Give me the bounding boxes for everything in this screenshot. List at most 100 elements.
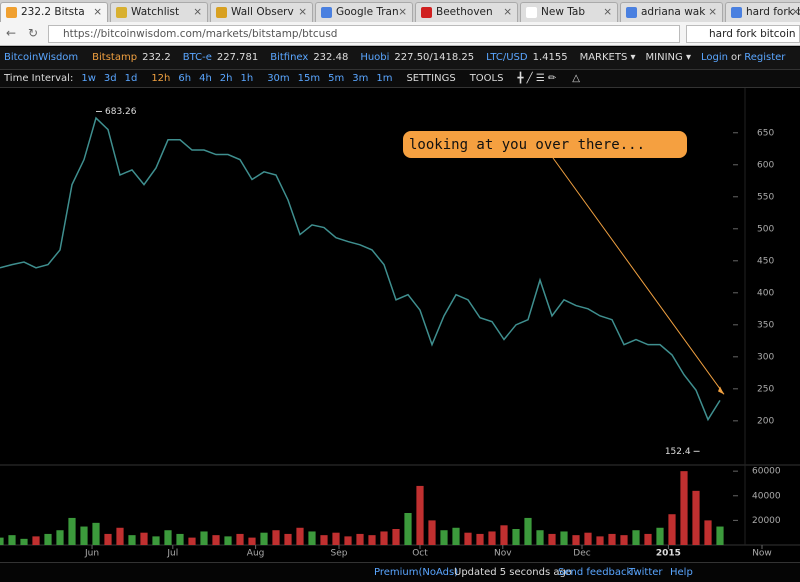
tab-close[interactable]: × [298,6,307,18]
separator-text: or [730,52,742,63]
volume-bar [656,527,664,545]
ticker-value: 232.2 [142,52,171,63]
footer-link[interactable]: Premium(NoAds) [374,567,459,578]
volume-bar [248,537,256,545]
interval-button[interactable]: 3m [352,73,369,84]
interval-button[interactable]: 15m [297,73,321,84]
volume-bar [20,538,28,545]
volume-bar [524,517,532,545]
tab-close[interactable]: × [708,6,717,18]
login-link[interactable]: Login [700,52,728,63]
browser-tab[interactable]: Wall Observ × [210,2,313,22]
browser-tab[interactable]: adriana wak × [620,2,723,22]
footer: Premium(NoAds) Updated 5 seconds ago Send … [0,562,800,582]
volume-bar [128,535,136,545]
tab-close[interactable]: × [93,6,102,18]
x-tick-label: Sep [331,549,348,559]
callout-text: looking at you over there... [409,137,645,153]
volume-bar [224,536,232,545]
interval-button[interactable]: 3d [103,73,117,84]
tab-close[interactable]: × [398,6,407,18]
tab-close[interactable]: × [193,6,202,18]
interval-button[interactable]: 1d [124,73,138,84]
volume-bar [572,535,580,545]
ticker-name[interactable]: Bitfinex [270,52,309,63]
y-tick-label: 20000 [752,516,781,526]
volume-bar [188,537,196,545]
interval-button[interactable]: 6h [178,73,192,84]
tools-menu[interactable]: TOOLS [469,73,504,84]
tab-icon [731,7,742,18]
interval-button[interactable]: 1w [81,73,96,84]
brand[interactable]: BitcoinWisdom [4,52,79,63]
volume-bar [164,530,172,545]
back-button[interactable]: ← [6,26,17,40]
tab-title: New Tab [541,6,586,18]
url-field[interactable]: https://bitcoinwisdom.com/markets/bitsta… [48,25,680,43]
tab-close[interactable]: × [503,6,512,18]
callout-box [403,131,687,158]
ticker-name[interactable]: LTC/USD [486,52,528,63]
x-tick-label: Jun [84,549,99,559]
callout-arrowhead [718,386,724,395]
interval-button[interactable]: 4h [199,73,212,84]
chart-toolbar: Time Interval: 1w 3d 1d 12h 6h 4h 2h 1h 30m 15m 5m 3… [0,70,800,88]
tab-bar: 232.2 Bitsta × Watchlist × Wall Observ × Googl… [0,0,800,22]
volume-bar [452,527,460,545]
browser-tab[interactable]: Beethoven × [415,2,518,22]
menu[interactable]: MINING [645,52,683,63]
footer-link[interactable]: Send feedback [558,567,633,578]
volume-bar [296,527,304,545]
settings-menu[interactable]: SETTINGS [406,73,456,84]
browser-tab[interactable]: 232.2 Bitsta × [0,2,108,22]
footer-link: Updated 5 seconds ago [454,567,572,578]
interval-button[interactable]: 2h [219,73,233,84]
volume-bar [44,533,52,545]
volume-bar [668,514,676,545]
browser-tab[interactable]: New Tab × [520,2,618,22]
tab-title: Beethoven [436,6,493,18]
volume-bar [104,533,112,545]
tab-close[interactable]: × [791,6,800,18]
reload-button[interactable]: ↻ [28,26,39,40]
y-tick-label: 450 [757,256,774,266]
ticker-value: 227.50/1418.25 [394,52,475,63]
volume-bar [332,532,340,545]
volume-bar [428,520,436,545]
y-tick-label: 250 [757,384,774,394]
tab-icon [6,7,17,18]
interval-button[interactable]: 12h [151,73,171,84]
tab-title: 232.2 Bitsta [21,6,85,18]
interval-button[interactable]: 30m [267,73,290,84]
browser-tab[interactable]: Watchlist × [110,2,208,22]
volume-bar [716,526,724,545]
y-tick-label: 60000 [752,467,781,477]
interval-button[interactable]: 1m [376,73,393,84]
address-bar: ← ↻ https://bitcoinwisdom.com/markets/bi… [0,22,800,46]
menu[interactable]: MARKETS [579,52,628,63]
tab-close[interactable]: × [603,6,612,18]
footer-link[interactable]: Twitter [629,567,663,578]
footer-link[interactable]: Help [670,567,693,578]
y-tick-label: 300 [757,352,774,362]
y-tick-label: 200 [757,416,774,426]
interval-button[interactable]: 5m [328,73,345,84]
register-link[interactable]: Register [744,52,786,63]
ticker-name[interactable]: Bitstamp [92,52,138,63]
browser-tab[interactable]: hard fork bit× [725,2,800,22]
ticker-name[interactable]: Huobi [360,52,390,63]
tab-title: hard fork bit [746,6,800,18]
tab-icon [216,7,227,18]
volume-bar [608,533,616,545]
draw-tools[interactable]: ╋ ╱ ☰ ✏ △ [517,73,580,84]
volume-bar [140,532,148,545]
browser-tab[interactable]: Google Tran × [315,2,413,22]
volume-bar [704,520,712,545]
interval-button[interactable]: 1h [240,73,254,84]
tab-title: Google Tran [336,6,399,18]
ticker-name[interactable]: BTC-e [182,52,212,63]
volume-bar [0,537,4,545]
volume-bar [380,531,388,545]
volume-bar [416,485,424,545]
search-field[interactable]: hard fork bitcoin rolle [686,25,800,43]
